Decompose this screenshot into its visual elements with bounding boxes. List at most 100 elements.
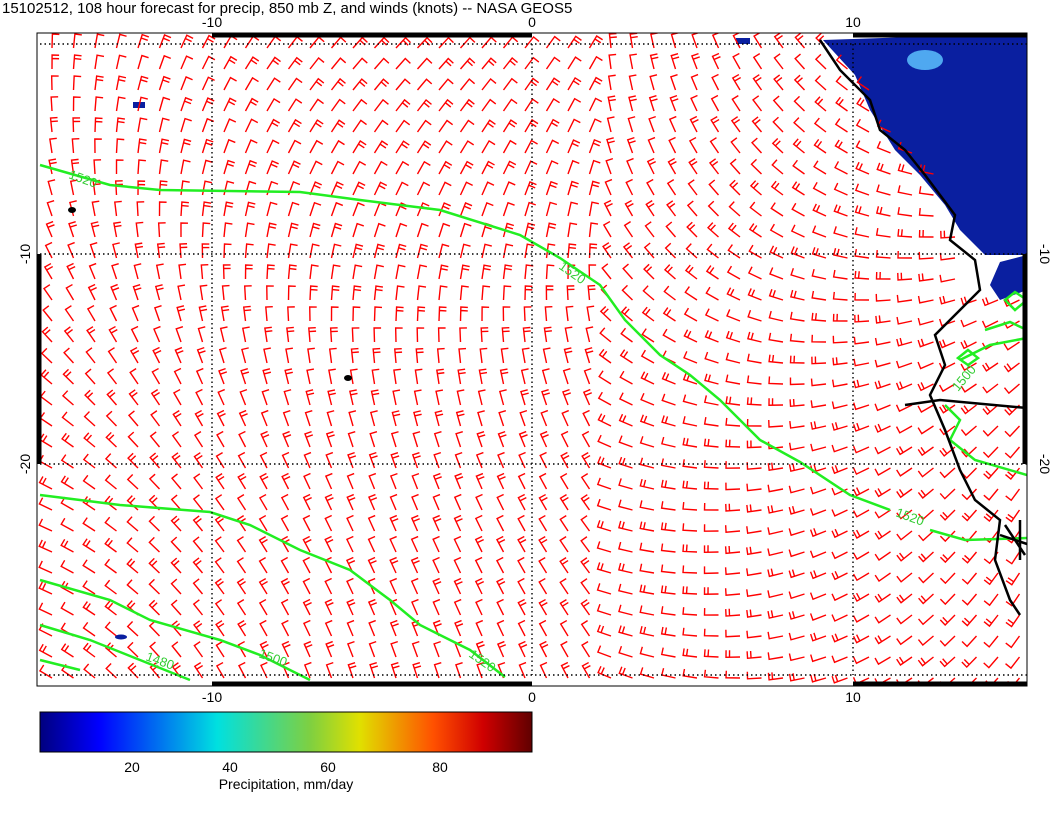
wind-barb (266, 243, 276, 259)
wind-barb (201, 34, 216, 49)
wind-barb (393, 347, 403, 364)
wind-barb (725, 374, 741, 385)
wind-barb (416, 264, 428, 280)
wind-barb (767, 568, 784, 578)
wind-barb (244, 180, 257, 196)
wind-barb (158, 117, 170, 133)
wind-barb (725, 608, 741, 617)
wind-barb (788, 611, 805, 620)
wind-barb (223, 201, 234, 217)
wind-barb (45, 220, 55, 238)
wind-barb (349, 389, 358, 406)
wind-barb (917, 509, 934, 521)
wind-barb (852, 551, 870, 561)
wind-barb (170, 515, 182, 532)
wind-barb (180, 201, 189, 217)
wind-barb (545, 139, 560, 154)
wind-barb (223, 159, 235, 175)
wind-barb (618, 478, 633, 490)
wind-barb (475, 472, 485, 490)
wind-barb (395, 160, 410, 175)
wind-barb (38, 643, 53, 658)
wind-barb (725, 396, 741, 406)
wind-barb (413, 410, 422, 427)
wind-barb (939, 404, 956, 414)
wind-barb (502, 285, 512, 301)
wind-barb (112, 242, 120, 259)
wind-barb (266, 118, 280, 133)
wind-barb (682, 648, 698, 658)
wind-barb (373, 78, 390, 91)
wind-barb (432, 514, 442, 532)
wind-barb (180, 76, 193, 91)
wind-barb (328, 368, 336, 385)
wind-barb (896, 656, 913, 666)
wind-barb (772, 95, 784, 112)
wind-barb (115, 159, 124, 175)
wind-barb (831, 422, 848, 431)
wind-barb (352, 140, 367, 154)
wind-barb (746, 462, 762, 470)
wind-barb (438, 222, 451, 238)
wind-barb (874, 614, 891, 624)
wind-barb (852, 487, 870, 497)
wind-barb (481, 98, 497, 112)
wind-barb (983, 572, 999, 586)
wind-barb (127, 662, 139, 679)
wind-barb (126, 537, 139, 553)
wind-barb (239, 388, 248, 406)
wind-barb (917, 382, 934, 392)
lat-label-right: -10 (1037, 244, 1053, 264)
wind-barb (831, 401, 848, 410)
wind-barb (352, 202, 365, 217)
wind-barb (41, 326, 53, 343)
wind-barb (768, 332, 784, 343)
wind-barb (771, 137, 784, 154)
wind-barb (455, 662, 463, 679)
wind-barb (725, 439, 741, 448)
wind-barb (831, 509, 848, 517)
wind-barb (596, 520, 612, 532)
wind-barb (133, 263, 142, 280)
wind-barb (814, 96, 827, 112)
lon-label-bottom: 10 (845, 689, 861, 705)
wind-barb (215, 620, 225, 637)
wind-barb (474, 535, 484, 553)
wind-barb (287, 264, 297, 280)
wind-barb (768, 376, 784, 385)
wind-barb (198, 305, 208, 322)
wind-barb (663, 264, 676, 280)
wind-barb (192, 536, 204, 553)
wind-barb (580, 599, 591, 616)
wind-barb (438, 119, 454, 133)
wind-barb (832, 357, 848, 366)
wind-barb (259, 472, 269, 490)
wind-barb (810, 400, 827, 409)
wind-barb (105, 431, 117, 448)
wind-barb (433, 662, 442, 679)
wind-barb (767, 462, 784, 471)
wind-barb (303, 640, 313, 658)
wind-barb (87, 283, 97, 301)
wind-barb (414, 368, 423, 385)
wind-barb (148, 578, 160, 595)
wind-barb (390, 431, 399, 448)
wind-barb (115, 96, 126, 112)
title: 15102512, 108 hour forecast for precip, … (2, 0, 572, 17)
wind-barb (368, 472, 377, 490)
wind-barb (201, 222, 211, 238)
wind-barb (266, 180, 279, 196)
wind-barb (244, 97, 259, 112)
wind-barb (287, 35, 303, 49)
wind-barb (287, 306, 295, 322)
wind-barb (178, 263, 187, 280)
wind-barb (197, 326, 206, 343)
wind-barb (917, 446, 934, 457)
wind-barb (215, 451, 225, 469)
wind-barb (639, 563, 655, 574)
wind-barb (216, 430, 225, 448)
wind-barb (520, 389, 529, 406)
wind-barb (457, 368, 466, 385)
wind-barb (111, 263, 119, 280)
